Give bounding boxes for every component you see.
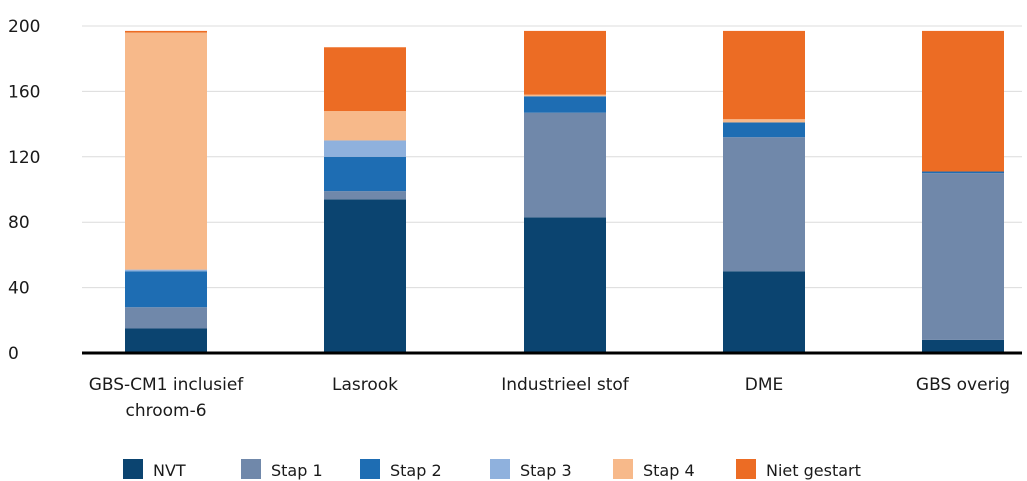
bar-segment: [723, 119, 805, 123]
bar-segment: [922, 339, 1004, 353]
bar-segment: [324, 47, 406, 112]
bar-segment: [125, 307, 207, 329]
bar-segment: [524, 30, 606, 95]
bar-segment: [324, 140, 406, 157]
bar-segment: [324, 191, 406, 200]
legend-swatch: [490, 459, 510, 479]
bar-segment: [922, 173, 1004, 340]
bar-segment: [125, 328, 207, 353]
bar-segment: [125, 30, 207, 33]
bar-segment: [922, 171, 1004, 174]
legend-swatch: [360, 459, 380, 479]
legend-label: Stap 2: [390, 461, 442, 480]
y-tick-label: 200: [8, 17, 40, 37]
legend: NVT Stap 1 Stap 2 Stap 3 Stap 4 Niet gestart: [123, 459, 861, 480]
bar-segment: [723, 30, 805, 120]
bar-segment: [125, 271, 207, 308]
x-category-label: Industrieel stof: [501, 375, 630, 395]
x-category-label: chroom-6: [125, 401, 206, 421]
bar-segment: [524, 112, 606, 218]
y-tick-label: 120: [8, 148, 40, 168]
legend-swatch: [241, 459, 261, 479]
y-tick-label: 160: [8, 82, 40, 102]
x-category-label: GBS-CM1 inclusief: [89, 375, 245, 395]
bar-segment: [524, 217, 606, 353]
x-category-label: Lasrook: [332, 375, 398, 395]
legend-label: Niet gestart: [766, 461, 861, 480]
y-tick-label: 40: [8, 279, 30, 299]
legend-label: Stap 3: [520, 461, 572, 480]
y-tick-label: 80: [8, 213, 30, 233]
legend-swatch: [613, 459, 633, 479]
bar-segment: [324, 199, 406, 353]
bar-segment: [723, 122, 805, 138]
x-category-label: DME: [745, 375, 784, 395]
legend-label: Stap 1: [271, 461, 323, 480]
bar-segment: [723, 271, 805, 353]
bars: [125, 30, 1004, 353]
y-axis-ticks: 0 40 80 120 160 200: [8, 17, 40, 364]
bar-segment: [324, 111, 406, 141]
x-axis-categories: GBS-CM1 inclusief chroom-6 Lasrook Industri…: [89, 375, 1010, 421]
legend-label: Stap 4: [643, 461, 695, 480]
bar-segment: [922, 30, 1004, 172]
bar-segment: [324, 156, 406, 192]
bar-segment: [524, 96, 606, 113]
bar-segment: [125, 269, 207, 272]
legend-swatch: [123, 459, 143, 479]
legend-swatch: [736, 459, 756, 479]
y-tick-label: 0: [8, 344, 19, 364]
x-category-label: GBS overig: [916, 375, 1010, 395]
bar-segment: [125, 32, 207, 270]
legend-label: NVT: [153, 461, 186, 480]
bar-segment: [524, 94, 606, 97]
bar-segment: [723, 137, 805, 272]
